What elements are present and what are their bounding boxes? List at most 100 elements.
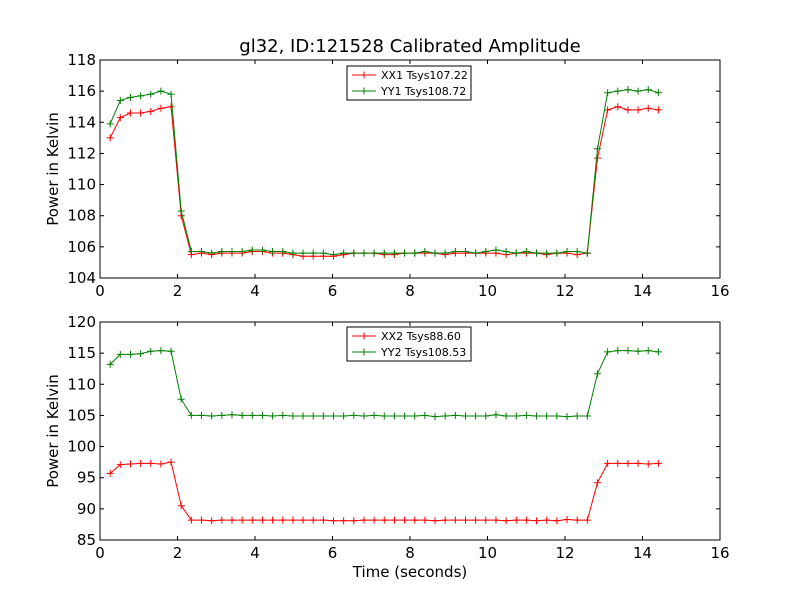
y-tick-label-1-4: 105 — [67, 406, 96, 424]
x-tick-label-0-2: 4 — [250, 282, 260, 300]
data-point-1-1-31 — [421, 411, 429, 419]
data-point-1-0-12 — [228, 516, 236, 524]
data-point-0-1-52 — [634, 87, 642, 95]
data-point-0-1-5 — [157, 87, 165, 95]
data-point-1-1-12 — [228, 411, 236, 419]
data-point-1-0-2 — [126, 460, 134, 468]
data-point-0-1-32 — [431, 249, 439, 257]
data-point-1-0-35 — [461, 516, 469, 524]
data-point-1-1-23 — [340, 412, 348, 420]
x-tick-label-1-2: 4 — [250, 544, 260, 562]
x-tick-label-1-6: 12 — [555, 544, 574, 562]
data-point-1-0-20 — [309, 516, 317, 524]
data-point-1-1-37 — [482, 412, 490, 420]
x-tick-label-1-4: 8 — [405, 544, 415, 562]
y-tick-label-1-1: 90 — [77, 500, 96, 518]
data-point-0-0-1 — [116, 114, 124, 122]
data-point-1-1-27 — [380, 412, 388, 420]
data-point-1-1-21 — [319, 412, 327, 420]
data-point-0-1-40 — [512, 249, 520, 257]
chart-title: gl32, ID:121528 Calibrated Amplitude — [239, 36, 580, 57]
data-point-0-1-25 — [360, 249, 368, 257]
data-point-0-1-49 — [604, 89, 612, 97]
data-point-0-0-52 — [634, 106, 642, 114]
y-tick-label-0-1: 106 — [67, 238, 96, 256]
data-point-1-1-33 — [441, 412, 449, 420]
y-tick-label-0-5: 114 — [67, 113, 96, 131]
top-y-axis-label: Power in Kelvin — [44, 112, 62, 226]
data-point-0-1-48 — [593, 145, 601, 153]
data-point-1-1-4 — [147, 347, 155, 355]
data-point-1-0-6 — [167, 458, 175, 466]
legend-marker-0-0 — [360, 71, 368, 79]
data-point-0-1-16 — [269, 248, 277, 256]
x-tick-label-1-0: 0 — [95, 544, 105, 562]
legend-1: XX2 Tsys88.60 YY2 Tsys108.53 — [346, 326, 472, 362]
data-point-0-0-54 — [654, 106, 662, 114]
data-point-1-0-36 — [472, 516, 480, 524]
x-tick-label-0-4: 8 — [405, 282, 415, 300]
data-point-1-1-3 — [137, 350, 145, 358]
data-point-0-1-54 — [654, 89, 662, 97]
data-point-0-0-49 — [604, 106, 612, 114]
data-point-1-1-53 — [644, 347, 652, 355]
data-point-1-0-53 — [644, 460, 652, 468]
data-point-1-1-45 — [563, 413, 571, 421]
data-point-0-1-1 — [116, 96, 124, 104]
data-point-0-1-6 — [167, 90, 175, 98]
legend-box-1 — [346, 326, 472, 362]
data-point-1-0-50 — [614, 459, 622, 467]
data-point-1-0-19 — [299, 516, 307, 524]
y-tick-label-1-7: 120 — [67, 313, 96, 331]
data-point-0-1-13 — [238, 248, 246, 256]
legend-label-0-0: XX1 Tsys107.22 — [381, 69, 468, 82]
data-point-1-1-43 — [543, 412, 551, 420]
data-point-1-1-29 — [401, 412, 409, 420]
data-point-1-0-24 — [350, 517, 358, 525]
x-tick-label-0-7: 14 — [633, 282, 652, 300]
data-point-0-1-51 — [624, 86, 632, 94]
data-point-1-0-54 — [654, 459, 662, 467]
data-point-0-1-38 — [492, 246, 500, 254]
data-point-0-1-7 — [177, 207, 185, 215]
data-point-0-1-4 — [147, 90, 155, 98]
data-point-1-0-14 — [248, 516, 256, 524]
data-point-0-1-37 — [482, 248, 490, 256]
data-point-1-1-14 — [248, 411, 256, 419]
data-point-1-0-26 — [370, 516, 378, 524]
data-point-1-0-47 — [583, 516, 591, 524]
data-point-1-0-45 — [563, 515, 571, 523]
data-point-0-1-34 — [451, 248, 459, 256]
data-point-1-0-48 — [593, 479, 601, 487]
y-tick-label-0-3: 110 — [67, 176, 96, 194]
data-point-1-1-39 — [502, 412, 510, 420]
legend-marker-0-1 — [360, 87, 368, 95]
data-point-1-0-32 — [431, 517, 439, 525]
data-point-1-1-15 — [258, 411, 266, 419]
data-point-1-0-28 — [390, 516, 398, 524]
data-point-1-1-38 — [492, 411, 500, 419]
data-point-1-1-48 — [593, 370, 601, 378]
data-point-0-1-14 — [248, 246, 256, 254]
y-tick-label-0-4: 112 — [67, 144, 96, 162]
y-tick-label-0-2: 108 — [67, 207, 96, 225]
data-point-0-1-53 — [644, 86, 652, 94]
legend-box-0 — [346, 65, 472, 101]
x-tick-label-0-1: 2 — [173, 282, 183, 300]
data-point-0-1-17 — [279, 248, 287, 256]
legend-marker-1-1 — [360, 348, 368, 356]
data-point-1-1-36 — [472, 412, 480, 420]
data-point-1-1-30 — [411, 412, 419, 420]
x-tick-label-0-8: 16 — [710, 282, 729, 300]
data-point-1-0-30 — [411, 516, 419, 524]
data-point-1-0-33 — [441, 516, 449, 524]
data-point-1-1-1 — [116, 350, 124, 358]
x-tick-label-0-5: 10 — [478, 282, 497, 300]
x-tick-label-1-8: 16 — [710, 544, 729, 562]
x-tick-label-1-1: 2 — [173, 544, 183, 562]
data-point-1-1-19 — [299, 412, 307, 420]
data-point-1-1-16 — [269, 412, 277, 420]
data-point-1-1-52 — [634, 347, 642, 355]
data-point-0-1-45 — [563, 248, 571, 256]
